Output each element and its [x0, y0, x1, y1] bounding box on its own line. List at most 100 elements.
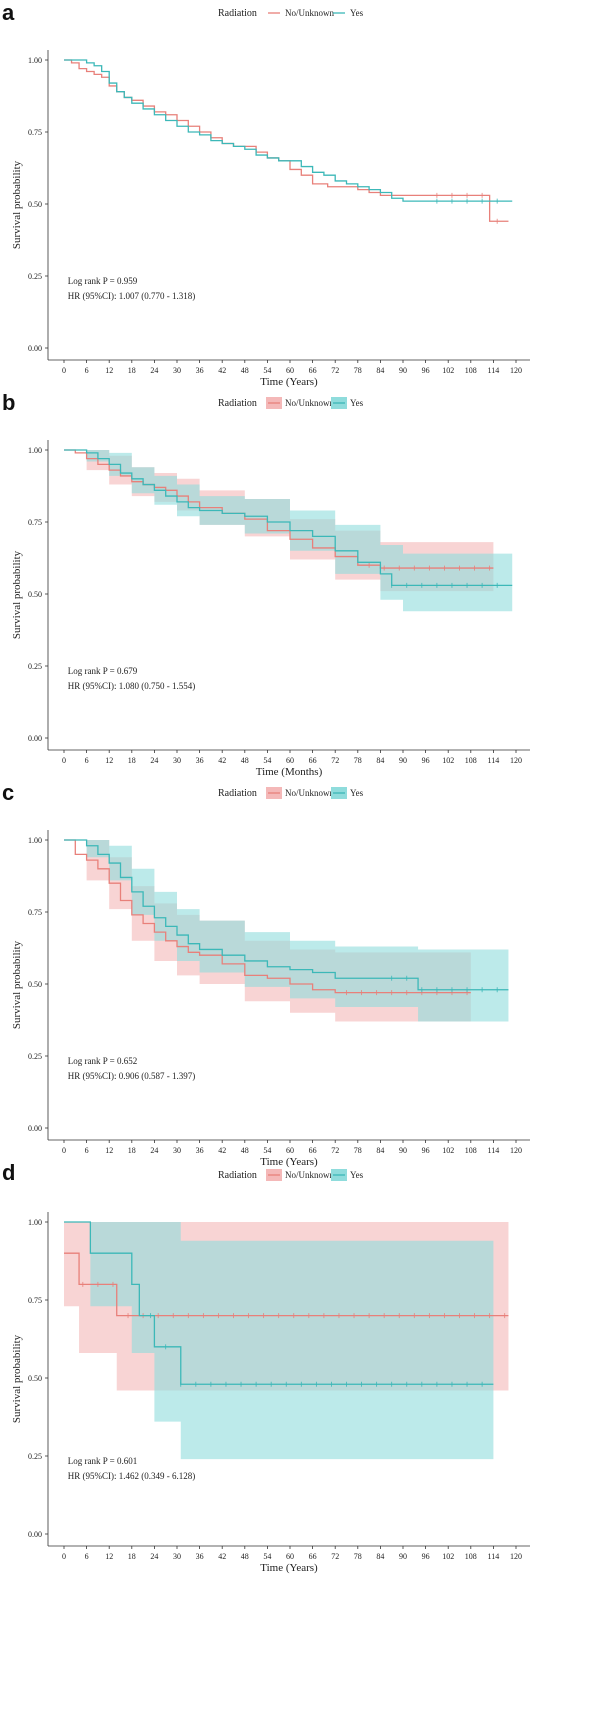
x-tick-label: 114: [488, 1146, 500, 1155]
legend-entry: No/Unknown: [285, 788, 334, 798]
x-tick-label: 78: [354, 366, 362, 375]
x-tick-label: 90: [399, 366, 407, 375]
legend-title: Radiation: [218, 788, 257, 799]
panel-label-a: a: [2, 0, 15, 25]
x-tick-label: 96: [422, 366, 430, 375]
panel-label-c: c: [2, 780, 15, 805]
survival-curve: [64, 839, 471, 994]
survival-curve: [64, 449, 513, 587]
panel-b: b Radiation No/Unknown Yes 0.00 0.25 0.50 0.75…: [0, 390, 596, 820]
x-tick-label: 120: [510, 1146, 522, 1155]
y-tick-label: 0.50: [28, 200, 42, 209]
legend-entry: Yes: [350, 398, 364, 408]
x-tick-label: 48: [241, 1146, 249, 1155]
x-tick-label: 30: [173, 756, 181, 765]
x-tick-label: 30: [173, 366, 181, 375]
x-tick-label: 36: [196, 366, 204, 375]
y-tick-label: 1.00: [28, 446, 42, 455]
ci-band: [64, 840, 509, 1022]
legend-entry: No/Unknown: [285, 1170, 334, 1180]
y-tick-label: 0.00: [28, 734, 42, 743]
legend-title: Radiation: [218, 398, 257, 409]
x-tick-label: 60: [286, 756, 294, 765]
x-tick-label: 12: [105, 1146, 113, 1155]
x-tick-label: 66: [309, 756, 317, 765]
x-tick-label: 48: [241, 366, 249, 375]
x-tick-label: 0: [62, 1146, 66, 1155]
x-tick-label: 72: [331, 1146, 339, 1155]
annotation: Log rank P = 0.652: [68, 1056, 137, 1066]
x-tick-label: 60: [286, 1552, 294, 1561]
y-tick-label: 1.00: [28, 56, 42, 65]
x-tick-label: 84: [376, 366, 384, 375]
y-tick-label: 0.00: [28, 1530, 42, 1539]
x-tick-label: 12: [105, 1552, 113, 1561]
x-tick-label: 108: [465, 1146, 477, 1155]
x-tick-label: 78: [354, 756, 362, 765]
y-tick-label: 0.50: [28, 980, 42, 989]
x-tick-label: 6: [85, 756, 89, 765]
x-tick-label: 78: [354, 1146, 362, 1155]
x-tick-label: 0: [62, 1552, 66, 1561]
panel-label-b: b: [2, 390, 16, 415]
panel-label-d: d: [2, 1160, 16, 1185]
legend: Radiation No/Unknown Yes: [218, 1169, 364, 1181]
y-axis-label: Survival probability: [11, 940, 23, 1029]
x-tick-label: 18: [128, 366, 136, 375]
y-tick-label: 1.00: [28, 1218, 42, 1227]
annotation: HR (95%CI): 1.007 (0.770 - 1.318): [68, 291, 195, 301]
x-tick-label: 114: [488, 756, 500, 765]
y-tick-label: 1.00: [28, 836, 42, 845]
y-axis-label: Survival probability: [11, 1334, 23, 1423]
x-tick-label: 42: [218, 1146, 226, 1155]
annotation: HR (95%CI): 0.906 (0.587 - 1.397): [68, 1071, 195, 1081]
x-tick-label: 72: [331, 366, 339, 375]
x-tick-label: 114: [488, 366, 500, 375]
annotation: HR (95%CI): 1.462 (0.349 - 6.128): [68, 1471, 195, 1481]
x-tick-label: 42: [218, 756, 226, 765]
annotation: Log rank P = 0.959: [68, 276, 138, 286]
x-tick-label: 120: [510, 756, 522, 765]
x-tick-label: 48: [241, 1552, 249, 1561]
x-tick-label: 102: [442, 756, 454, 765]
x-tick-label: 120: [510, 366, 522, 375]
y-tick-label: 0.00: [28, 1124, 42, 1133]
x-tick-label: 24: [150, 366, 158, 375]
x-tick-label: 42: [218, 1552, 226, 1561]
x-tick-label: 66: [309, 1146, 317, 1155]
survival-curve: [64, 59, 513, 202]
x-tick-label: 84: [376, 1552, 384, 1561]
ci-band: [64, 1222, 494, 1460]
x-tick-label: 96: [422, 756, 430, 765]
x-axis-label: Time (Years): [260, 1562, 318, 1574]
annotation: Log rank P = 0.679: [68, 666, 138, 676]
legend-entry: Yes: [350, 1170, 364, 1180]
y-tick-label: 0.50: [28, 1374, 42, 1383]
x-tick-label: 30: [173, 1146, 181, 1155]
x-tick-label: 60: [286, 1146, 294, 1155]
y-tick-label: 0.25: [28, 1452, 42, 1461]
x-tick-label: 102: [442, 1552, 454, 1561]
y-tick-label: 0.00: [28, 344, 42, 353]
x-tick-label: 108: [465, 756, 477, 765]
x-tick-label: 54: [263, 756, 271, 765]
y-axis-label: Survival probability: [11, 550, 23, 639]
x-tick-label: 6: [85, 1552, 89, 1561]
x-tick-label: 48: [241, 756, 249, 765]
survival-curve: [64, 1221, 494, 1385]
survival-curve: [64, 1252, 509, 1317]
x-tick-label: 120: [510, 1552, 522, 1561]
x-tick-label: 36: [196, 1146, 204, 1155]
x-tick-label: 12: [105, 756, 113, 765]
y-axis-label: Survival probability: [11, 160, 23, 249]
x-tick-label: 6: [85, 366, 89, 375]
legend: Radiation No/Unknown Yes: [218, 787, 364, 799]
x-tick-label: 24: [150, 1146, 158, 1155]
panel-d: d Radiation No/Unknown Yes 0.00 0.25 0.50 0.75…: [0, 1160, 596, 1590]
x-tick-label: 72: [331, 1552, 339, 1561]
legend: Radiation No/Unknown Yes: [218, 8, 364, 19]
x-tick-label: 18: [128, 1552, 136, 1561]
x-tick-label: 54: [263, 366, 271, 375]
x-tick-label: 78: [354, 1552, 362, 1561]
x-tick-label: 72: [331, 756, 339, 765]
